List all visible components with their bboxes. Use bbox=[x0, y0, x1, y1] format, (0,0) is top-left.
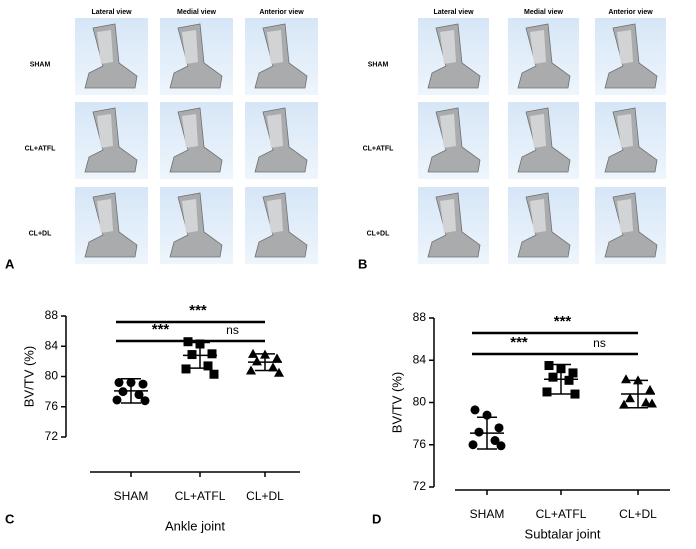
x-tick-label: SHAM bbox=[470, 507, 505, 521]
bone-shade bbox=[530, 30, 546, 64]
bone-shade bbox=[617, 199, 633, 233]
data-point bbox=[621, 374, 631, 384]
significance-label: ns bbox=[226, 323, 239, 337]
data-point bbox=[564, 375, 574, 385]
y-tick-label: 88 bbox=[413, 310, 427, 324]
data-point bbox=[474, 427, 484, 437]
bone-shade bbox=[617, 30, 633, 64]
bone-shade bbox=[267, 30, 283, 64]
data-point bbox=[542, 387, 552, 397]
data-point bbox=[645, 384, 655, 394]
significance-label: *** bbox=[189, 302, 207, 319]
data-point bbox=[470, 405, 480, 415]
bone-shade bbox=[97, 30, 113, 64]
view-label: Lateral view bbox=[433, 9, 474, 16]
y-tick-label: 76 bbox=[45, 399, 59, 413]
y-tick-label: 84 bbox=[45, 338, 59, 352]
data-point bbox=[138, 379, 148, 389]
data-point bbox=[570, 389, 580, 399]
data-point bbox=[544, 361, 554, 371]
row-label: SHAM bbox=[368, 61, 389, 68]
x-tick-label: SHAM bbox=[114, 489, 149, 503]
panel-letter: C bbox=[5, 511, 15, 526]
view-label: Medial view bbox=[524, 9, 563, 16]
panel-letter: D bbox=[372, 511, 381, 526]
data-point bbox=[568, 368, 578, 378]
data-point bbox=[203, 361, 213, 371]
data-point bbox=[490, 436, 500, 446]
row-label: SHAM bbox=[30, 61, 51, 68]
bone-shade bbox=[182, 114, 198, 148]
y-tick-label: 80 bbox=[413, 395, 427, 409]
data-point bbox=[252, 356, 262, 366]
row-label: CL+DL bbox=[29, 230, 52, 237]
bone-shade bbox=[440, 114, 456, 148]
view-label: Medial view bbox=[177, 9, 216, 16]
view-label: Anterior view bbox=[608, 9, 653, 16]
view-label: Lateral view bbox=[91, 9, 132, 16]
data-point bbox=[114, 378, 124, 388]
data-point bbox=[181, 364, 191, 374]
x-tick-label: CL+ATFL bbox=[175, 489, 226, 503]
x-tick-label: CL+DL bbox=[619, 507, 657, 521]
bone-shade bbox=[267, 199, 283, 233]
data-point bbox=[272, 353, 282, 363]
data-point bbox=[647, 398, 657, 408]
y-axis-label: BV/TV (%) bbox=[21, 346, 36, 407]
bone-shade bbox=[97, 114, 113, 148]
bone-shade bbox=[530, 114, 546, 148]
data-point bbox=[548, 372, 558, 382]
view-label: Anterior view bbox=[259, 9, 304, 16]
data-point bbox=[209, 369, 219, 379]
significance-label: ns bbox=[593, 336, 606, 350]
bone-shade bbox=[617, 114, 633, 148]
data-point bbox=[268, 362, 278, 372]
y-tick-label: 72 bbox=[413, 479, 427, 493]
x-tick-label: CL+ATFL bbox=[536, 507, 587, 521]
data-point bbox=[625, 393, 635, 403]
data-point bbox=[619, 399, 629, 409]
data-point bbox=[246, 365, 256, 375]
y-tick-label: 76 bbox=[413, 437, 427, 451]
y-tick-label: 84 bbox=[413, 352, 427, 366]
y-axis-label: BV/TV (%) bbox=[389, 372, 404, 433]
data-point bbox=[496, 441, 506, 451]
data-point bbox=[140, 396, 150, 406]
data-point bbox=[468, 440, 478, 450]
x-axis-title: Ankle joint bbox=[165, 518, 225, 533]
data-point bbox=[274, 367, 284, 377]
bone-shade bbox=[182, 30, 198, 64]
data-point bbox=[641, 397, 651, 407]
data-point bbox=[187, 350, 197, 360]
bone-shade bbox=[267, 114, 283, 148]
bone-shade bbox=[182, 199, 198, 233]
x-tick-label: CL+DL bbox=[246, 489, 284, 503]
bone-shade bbox=[440, 30, 456, 64]
data-point bbox=[207, 349, 217, 359]
y-tick-label: 88 bbox=[45, 308, 59, 322]
row-label: CL+DL bbox=[367, 230, 390, 237]
bone-shade bbox=[97, 199, 113, 233]
y-tick-label: 80 bbox=[45, 369, 59, 383]
data-point bbox=[118, 387, 128, 397]
data-point bbox=[134, 390, 144, 400]
significance-label: *** bbox=[510, 334, 528, 351]
panel-letter: A bbox=[5, 256, 15, 271]
significance-label: *** bbox=[554, 313, 572, 330]
bone-shade bbox=[440, 199, 456, 233]
row-label: CL+ATFL bbox=[363, 145, 395, 152]
significance-label: *** bbox=[152, 321, 170, 338]
bone-shade bbox=[530, 199, 546, 233]
x-axis-title: Subtalar joint bbox=[525, 526, 601, 541]
data-point bbox=[494, 423, 504, 433]
row-label: CL+ATFL bbox=[25, 145, 57, 152]
panel-letter: B bbox=[358, 256, 367, 271]
y-tick-label: 72 bbox=[45, 429, 59, 443]
data-point bbox=[248, 348, 258, 358]
data-point bbox=[112, 395, 122, 405]
